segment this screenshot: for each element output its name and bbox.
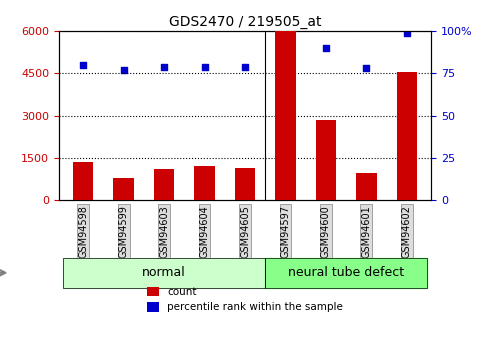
Point (403, 30, 411, 36)
Point (79, 62, 87, 68)
Point (160, 64, 168, 69)
Bar (356, 173, 376, 200)
Point (241, 64, 249, 69)
Bar (397, 72, 417, 200)
Title: GDS2470 / 219505_at: GDS2470 / 219505_at (169, 14, 321, 29)
Bar (63, 258, 265, 288)
Bar (114, 178, 134, 200)
Point (363, 66, 370, 71)
Bar (154, 169, 174, 200)
Text: normal: normal (142, 266, 186, 279)
Point (322, 45, 330, 51)
Bar (265, 258, 427, 288)
Bar (235, 168, 255, 200)
Bar (195, 166, 215, 200)
Legend: count, percentile rank within the sample: count, percentile rank within the sample (143, 283, 347, 317)
Bar (63, 258, 265, 288)
Text: neural tube defect: neural tube defect (288, 266, 404, 279)
Bar (73, 162, 93, 200)
Bar (316, 120, 336, 200)
Point (282, 30, 290, 36)
Point (200, 64, 208, 69)
Point (120, 67, 127, 73)
Bar (275, 31, 295, 200)
Bar (265, 258, 427, 288)
